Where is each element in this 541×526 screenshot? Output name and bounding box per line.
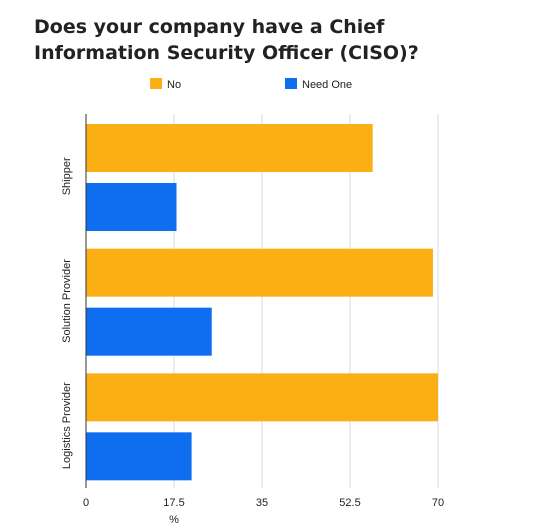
x-tick-label-0: 0: [83, 497, 89, 509]
bar-solution-provider-need-one: [86, 307, 212, 356]
category-label-logistics-provider: Logistics Provider: [61, 382, 73, 469]
bar-shipper-no: [86, 124, 373, 172]
x-tick-label-17-5: 17.5: [163, 497, 184, 509]
bar-logistics-provider-need-one: [86, 432, 192, 481]
bar-logistics-provider-no: [86, 373, 438, 422]
bar-shipper-need-one: [86, 183, 177, 231]
x-tick-label-52-5: 52.5: [339, 497, 360, 509]
legend-label-need-one: Need One: [302, 79, 352, 91]
bars: [86, 124, 438, 481]
category-label-shipper: Shipper: [61, 157, 73, 195]
legend-label-no: No: [167, 79, 181, 91]
legend-swatch-no: [150, 78, 162, 89]
legend-swatch-need-one: [285, 78, 297, 89]
legend: No Need One: [150, 78, 352, 91]
category-label-solution-provider: Solution Provider: [61, 259, 73, 343]
axes: 0 17.5 35 52.5 70% Shipper Solution Provider Lo…: [61, 114, 444, 526]
x-axis-title: %: [169, 514, 179, 526]
grid-lines: [173, 114, 439, 488]
x-tick-label-35: 35: [256, 497, 268, 509]
bar-solution-provider-no: [86, 248, 433, 297]
x-tick-label-70: 70: [432, 497, 444, 509]
chart-title: Does your company have a Chief Informati…: [34, 16, 419, 64]
